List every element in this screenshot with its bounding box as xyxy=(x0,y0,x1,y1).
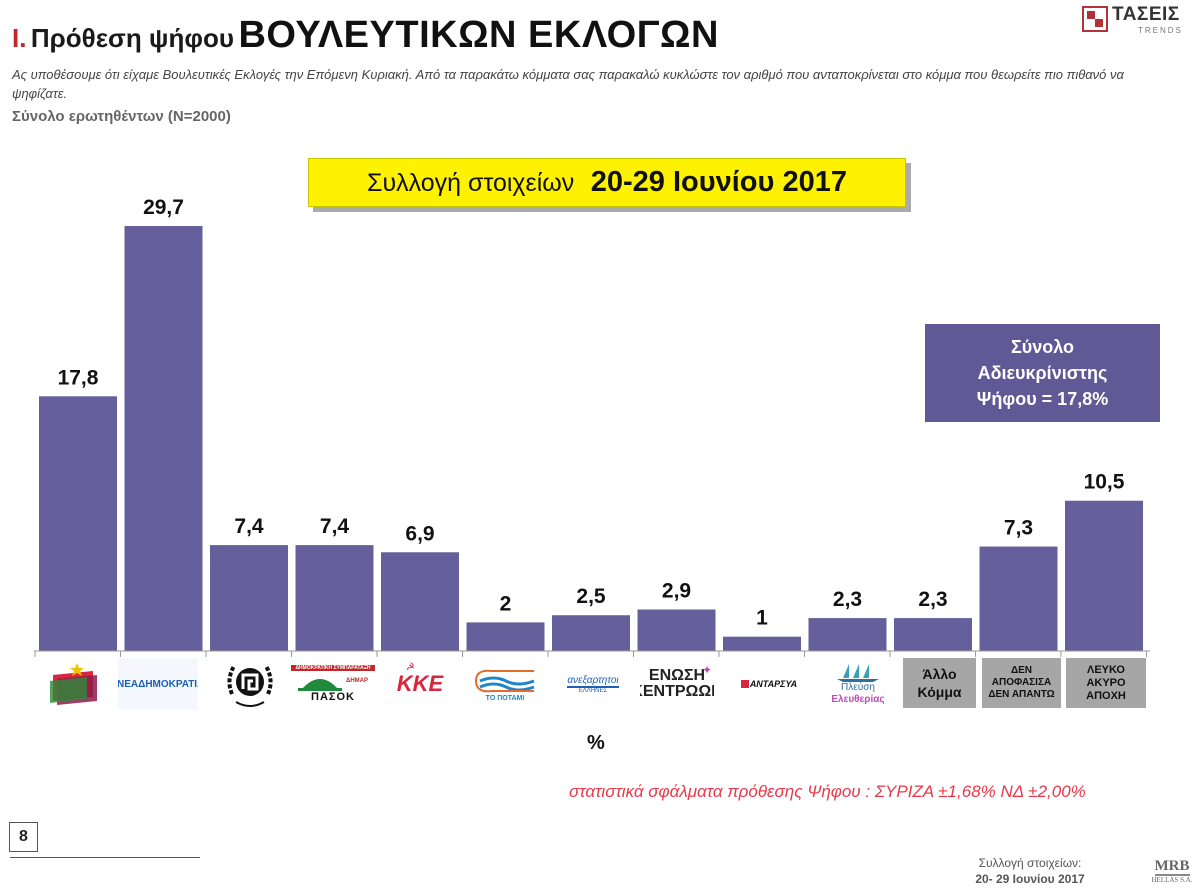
bar-value-label-7: 2,9 xyxy=(662,580,691,603)
pasok-dimar-text: ΔΗΜΑΡ xyxy=(346,678,368,684)
bar-4 xyxy=(381,552,459,651)
ek-line-2: ΚΕΝΤΡΩΩΝ xyxy=(640,683,714,700)
bar-value-label-0: 17,8 xyxy=(58,366,99,389)
taseis-logo-name: ΤΑΣΕΙΣ xyxy=(1112,4,1180,25)
axis-unit-label: % xyxy=(587,732,605,754)
undecided-line-3: ΔΕΝ ΑΠΑΝΤΩ xyxy=(988,689,1055,700)
title-prefix: Πρόθεση ψήφου xyxy=(30,23,235,53)
kke-hammer-sickle-icon: ☭ xyxy=(405,662,415,673)
mrb-logo: MRB HELLAS S.A. xyxy=(1150,857,1194,887)
bar-5 xyxy=(466,622,545,651)
pasok-top-text: ΔΗΜΟΚΡΑΤΙΚΗ ΣΥΜΠΑΡΑΤΑΞΗ xyxy=(291,665,375,671)
ek-star-icon: ✦ xyxy=(701,663,712,677)
anel-logo-sub: ΕΛΛΗΝΕΣ xyxy=(578,687,608,694)
bar-12 xyxy=(1065,500,1143,651)
page-title: I. Πρόθεση ψήφου ΒΟΥΛΕΥΤΙΚΩΝ ΕΚΛΟΓΩΝ xyxy=(12,14,719,57)
bar-value-label-3: 7,4 xyxy=(320,515,350,538)
kke-logo: ☭ ΚΚΕ xyxy=(390,658,450,710)
note-line-2: Αδιευκρίνιστης xyxy=(977,363,1108,383)
plefsi-logo: Πλεύση Ελευθερίας xyxy=(820,658,896,710)
pasok-main-text: ΠΑΣΟΚ xyxy=(311,691,355,703)
sample-size: Σύνολο ερωτηθέντων (N=2000) xyxy=(12,108,231,125)
syriza-flag-icon xyxy=(50,663,97,705)
mrb-logo-text: MRB xyxy=(1154,858,1190,876)
collection-dates: 20-29 Ιουνίου 2017 xyxy=(590,166,847,198)
title-main: ΒΟΥΛΕΥΤΙΚΩΝ ΕΚΛΟΓΩΝ xyxy=(238,14,719,56)
bar-1 xyxy=(124,226,203,651)
note-line-3: Ψήφου = 17,8% xyxy=(976,389,1109,409)
footer-source-label: Συλλογή στοιχείων: xyxy=(978,856,1082,870)
nd-logo: ϟΝΕΑΔΗΜΟΚΡΑΤΙΑ xyxy=(118,658,198,710)
bar-value-label-5: 2 xyxy=(500,592,512,615)
taseis-logo-sub: TRENDS xyxy=(1138,26,1183,35)
bar-value-label-1: 29,7 xyxy=(143,196,184,219)
undecided-line-2: ΑΠΟΦΑΣΙΣΑ xyxy=(991,677,1052,688)
title-number: I. xyxy=(12,23,27,53)
syriza-logo xyxy=(43,658,111,710)
blank-void-label: ΛΕΥΚΟ ΑΚΥΡΟ ΑΠΟΧΗ xyxy=(1066,658,1146,708)
bar-value-label-6: 2,5 xyxy=(576,585,606,608)
mrb-logo-sub: HELLAS S.A. xyxy=(1151,876,1193,884)
taseis-logo-icon xyxy=(1082,6,1108,32)
antarsya-flag-icon xyxy=(740,680,749,688)
potami-logo: ΤΟ ΠΟΤΑΜΙ xyxy=(470,658,540,710)
other-line-1: Άλλο xyxy=(922,666,957,682)
bar-value-label-10: 2,3 xyxy=(918,588,947,611)
blank-line-2: ΑΚΥΡΟ xyxy=(1086,676,1126,689)
collection-label: Συλλογή στοιχείων xyxy=(367,169,575,197)
bar-value-label-9: 2,3 xyxy=(833,588,862,611)
bar-7 xyxy=(637,609,716,651)
bar-9 xyxy=(808,618,887,651)
bar-10 xyxy=(894,618,972,651)
bar-value-label-8: 1 xyxy=(756,607,768,630)
antarsya-logo-text: ΑΝΤΑΡΣΥΑ xyxy=(749,679,798,689)
undecided-line-1: ΔΕΝ xyxy=(1010,665,1033,676)
survey-question: Ας υποθέσουμε ότι είχαμε Βουλευτικές Εκλ… xyxy=(12,67,1124,101)
bar-value-label-2: 7,4 xyxy=(234,515,264,538)
page-number: 8 xyxy=(9,822,38,852)
other-line-2: Κόμμα xyxy=(917,684,962,700)
bar-0 xyxy=(39,396,117,651)
ek-line-1: ΕΝΩΣΗ xyxy=(648,667,706,684)
antarsya-logo: ΑΝΤΑΡΣΥΑ xyxy=(738,658,800,710)
sailboat-icon xyxy=(837,664,879,682)
footer-source-dates: 20- 29 Ιουνίου 2017 xyxy=(975,872,1085,886)
bar-value-label-12: 10,5 xyxy=(1084,471,1125,494)
anel-logo: ανεξαρτητοι ΕΛΛΗΝΕΣ xyxy=(558,658,628,710)
taseis-logo: ΤΑΣΕΙΣ TRENDS xyxy=(1082,4,1190,38)
anel-logo-text: ανεξαρτητοι xyxy=(567,674,619,688)
potami-logo-text: ΤΟ ΠΟΤΑΜΙ xyxy=(485,694,525,702)
statistical-errors-note: στατιστικά σφάλματα πρόθεσης Ψήφου : ΣΥΡ… xyxy=(569,782,1086,801)
pasok-sun-icon xyxy=(298,679,342,691)
meander-wreath-icon xyxy=(227,665,273,707)
potami-wave-icon xyxy=(475,669,535,692)
plefsi-line-2: Ελευθερίας xyxy=(831,694,885,705)
pasok-logo: ΔΗΜΟΚΡΑΤΙΚΗ ΣΥΜΠΑΡΑΤΑΞΗ ΔΗΜΑΡ ΠΑΣΟΚ xyxy=(291,658,375,710)
blank-line-1: ΛΕΥΚΟ xyxy=(1086,663,1125,676)
bar-3 xyxy=(295,545,374,651)
enosi-kentroon-logo: ΕΝΩΣΗ ΚΕΝΤΡΩΩΝ ✦ xyxy=(640,658,714,710)
blank-line-3: ΑΠΟΧΗ xyxy=(1086,689,1126,702)
kke-logo-text: ΚΚΕ xyxy=(396,671,444,696)
golden-dawn-logo xyxy=(220,658,280,710)
bar-8 xyxy=(723,636,801,651)
other-party-label: Άλλο Κόμμα xyxy=(903,658,976,708)
bar-value-label-11: 7,3 xyxy=(1004,517,1033,540)
footer-source: Συλλογή στοιχείων: 20- 29 Ιουνίου 2017 xyxy=(955,855,1105,887)
bar-value-label-4: 6,9 xyxy=(405,522,434,545)
nd-logo-text: ΝΕΑΔΗΜΟΚΡΑΤΙΑ xyxy=(118,678,198,690)
plefsi-line-1: Πλεύση xyxy=(841,682,875,693)
bar-2 xyxy=(210,545,288,651)
undecided-total-box: Σύνολο Αδιευκρίνιστης Ψήφου = 17,8% xyxy=(925,324,1160,422)
bar-11 xyxy=(979,546,1058,651)
footer-divider xyxy=(10,857,200,858)
undecided-label: ΔΕΝ ΑΠΟΦΑΣΙΣΑ ΔΕΝ ΑΠΑΝΤΩ xyxy=(982,658,1061,708)
collection-period-box: Συλλογή στοιχείων 20-29 Ιουνίου 2017 xyxy=(308,158,906,207)
bar-6 xyxy=(552,615,630,651)
note-line-1: Σύνολο xyxy=(1010,337,1075,357)
